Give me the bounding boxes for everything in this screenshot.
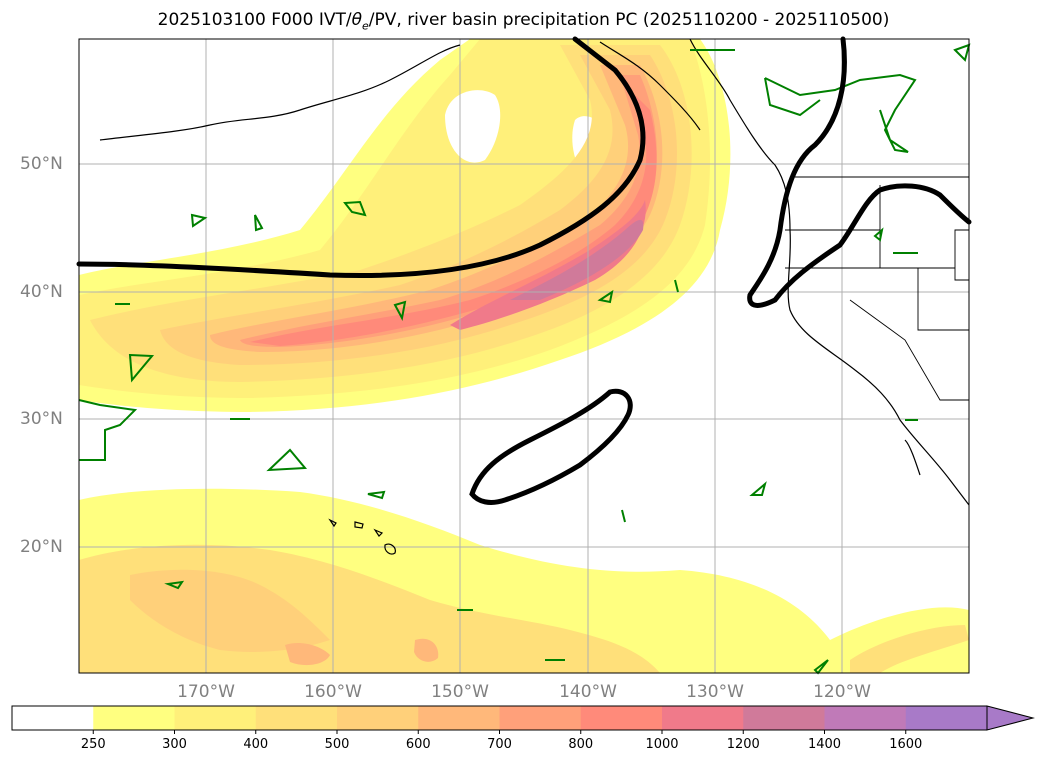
map-title: 2025103100 F000 IVT/θe/PV, river basin p…	[0, 10, 1047, 32]
colorbar-segment	[824, 706, 907, 730]
colorbar-tick-label: 1600	[889, 737, 923, 752]
lat-label-40n: 40°N	[20, 282, 63, 302]
colorbar-extend-arrow	[986, 705, 1035, 731]
colorbar-tick-label: 250	[80, 737, 106, 752]
colorbar-tick-label: 600	[405, 737, 431, 752]
lon-label-160w: 160°W	[304, 682, 362, 702]
colorbar-segment	[499, 706, 582, 730]
borders	[785, 176, 970, 401]
title-theta-sub: e	[362, 19, 369, 33]
colorbar-segment	[12, 706, 94, 730]
pv-contours	[78, 43, 971, 675]
colorbar-tick-label: 700	[487, 737, 512, 752]
colorbar-segment	[418, 706, 500, 730]
lon-label-120w: 120°W	[813, 682, 871, 702]
ivt-south-500b	[414, 638, 439, 662]
title-suffix: /PV, river basin precipitation PC (20251…	[368, 10, 890, 30]
lat-label-20n: 20°N	[20, 537, 63, 557]
colorbar-segment	[337, 706, 419, 730]
theta-e-contours	[76, 36, 972, 505]
colorbar-segment	[743, 706, 825, 730]
colorbar-segment	[580, 706, 663, 730]
ivt-fill	[79, 39, 969, 673]
colorbar	[11, 705, 1035, 734]
ivt-south-east	[850, 625, 969, 673]
title-prefix: 2025103100 F000 IVT/	[157, 10, 352, 30]
colorbar-tick-label: 500	[324, 737, 350, 752]
colorbar-segment	[174, 706, 257, 730]
colorbar-tick-label: 300	[162, 737, 187, 752]
ivt-1200	[510, 219, 644, 300]
graticule	[79, 39, 969, 673]
colorbar-tick-label: 1400	[807, 737, 842, 752]
lon-label-150w: 150°W	[431, 682, 489, 702]
colorbar-tick-label: 800	[568, 737, 594, 752]
lat-label-30n: 30°N	[20, 409, 63, 429]
colorbar-tick-label: 1200	[726, 737, 760, 752]
ivt-hole	[445, 90, 501, 163]
ivt-south-500	[285, 643, 330, 666]
lon-label-140w: 140°W	[559, 682, 617, 702]
lon-label-170w: 170°W	[177, 682, 235, 702]
ivt-south-400	[130, 569, 330, 652]
lat-label-50n: 50°N	[20, 154, 63, 174]
colorbar-segment	[905, 706, 988, 730]
colorbar-segment	[255, 706, 338, 730]
colorbar-tick-label: 1000	[645, 737, 679, 752]
map-frame	[78, 38, 970, 674]
title-theta: θ	[351, 10, 362, 30]
colorbar-tick-label: 400	[243, 737, 269, 752]
colorbar-segment	[662, 706, 744, 730]
lon-label-130w: 130°W	[686, 682, 744, 702]
colorbar-segment	[93, 706, 175, 730]
